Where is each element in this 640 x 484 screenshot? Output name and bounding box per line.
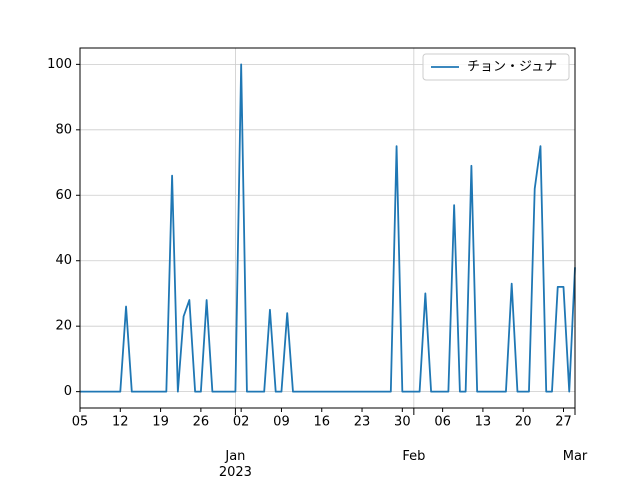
x-minor-tick-label: 20 xyxy=(515,415,532,430)
x-tick-label: Jan 2023 xyxy=(219,449,252,480)
x-minor-tick-label: 13 xyxy=(475,415,492,430)
y-tick-label: 100 xyxy=(47,57,72,72)
x-minor-tick-label: 16 xyxy=(313,415,330,430)
x-minor-tick-label: 06 xyxy=(434,415,451,430)
x-minor-tick-label: 23 xyxy=(354,415,371,430)
x-minor-tick-label: 27 xyxy=(555,415,572,430)
legend-box xyxy=(422,53,570,81)
x-minor-tick-label: 09 xyxy=(273,415,290,430)
x-minor-tick-label: 05 xyxy=(72,415,89,430)
axes-frame xyxy=(79,47,576,409)
y-tick-label: 0 xyxy=(64,384,72,399)
x-minor-tick-label: 19 xyxy=(152,415,169,430)
y-tick-label: 80 xyxy=(55,122,72,137)
legend-label: チョン・ジュナ xyxy=(467,60,557,75)
x-minor-tick-label: 30 xyxy=(394,415,411,430)
y-tick-label: 60 xyxy=(55,188,72,203)
y-tick-label: 20 xyxy=(55,319,72,334)
x-minor-tick-label: 26 xyxy=(193,415,210,430)
x-minor-tick-label: 12 xyxy=(112,415,129,430)
x-tick-label: Mar xyxy=(563,449,588,464)
x-minor-tick-label: 02 xyxy=(233,415,250,430)
line xyxy=(80,63,576,393)
x-tick-label: Feb xyxy=(402,449,425,464)
y-tick-label: 40 xyxy=(55,253,72,268)
